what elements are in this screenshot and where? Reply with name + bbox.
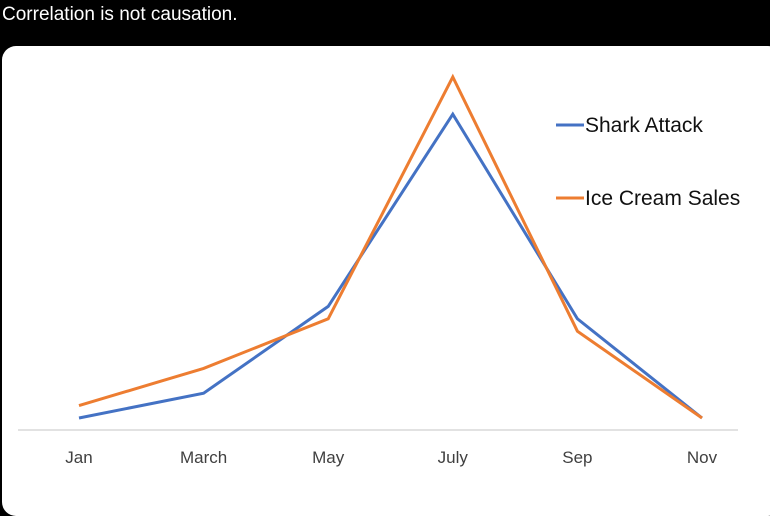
x-tick-label: March <box>180 448 227 467</box>
x-tick-label: Sep <box>562 448 592 467</box>
caption-text: Correlation is not causation. <box>2 4 238 25</box>
x-tick-label: July <box>438 448 469 467</box>
chart-card: Jan March May July Sep Nov Shark Attack Ice Cr… <box>2 46 770 516</box>
x-tick-label: Nov <box>687 448 718 467</box>
x-tick-label: May <box>312 448 345 467</box>
line-chart: Jan March May July Sep Nov Shark Attack Ice Cr… <box>18 73 740 467</box>
legend-label: Ice Cream Sales <box>585 187 740 210</box>
series-line-shark-attack <box>78 111 703 420</box>
legend-label: Shark Attack <box>585 114 703 137</box>
x-tick-label: Jan <box>65 448 92 467</box>
series-line-ice-cream-sales <box>78 73 703 420</box>
